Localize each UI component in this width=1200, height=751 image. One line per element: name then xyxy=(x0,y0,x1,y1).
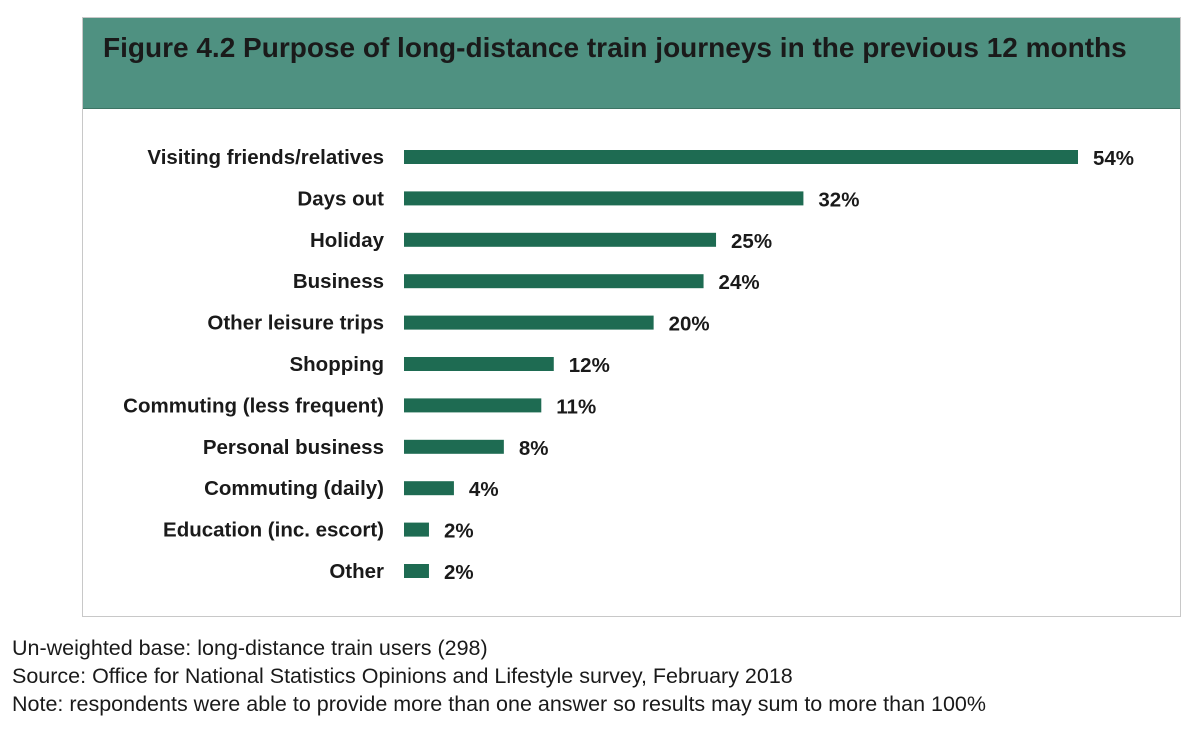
value-label: 24% xyxy=(719,271,760,294)
value-label: 8% xyxy=(519,437,549,460)
category-label: Holiday xyxy=(310,229,385,252)
bar xyxy=(404,357,554,371)
figure-frame: Figure 4.2 Purpose of long-distance trai… xyxy=(82,17,1181,617)
category-label: Education (inc. escort) xyxy=(163,519,384,542)
category-label: Other leisure trips xyxy=(207,312,384,335)
base-note: Un-weighted base: long-distance train us… xyxy=(12,636,488,660)
footnotes: Un-weighted base: long-distance train us… xyxy=(12,634,986,718)
category-label: Days out xyxy=(297,187,384,210)
source-note: Source: Office for National Statistics O… xyxy=(12,664,793,688)
category-label: Other xyxy=(329,560,384,583)
category-label: Commuting (less frequent) xyxy=(123,394,384,417)
answer-note: Note: respondents were able to provide m… xyxy=(12,692,986,716)
category-label: Visiting friends/relatives xyxy=(147,146,384,169)
value-label: 2% xyxy=(444,561,474,584)
bar xyxy=(404,150,1078,164)
bar xyxy=(404,564,429,578)
bar xyxy=(404,315,654,330)
value-label: 25% xyxy=(731,230,772,253)
value-label: 12% xyxy=(569,354,610,377)
bar xyxy=(404,232,717,247)
category-label: Shopping xyxy=(289,353,384,376)
category-label: Personal business xyxy=(203,436,384,459)
bar xyxy=(404,398,542,413)
bar xyxy=(404,439,504,454)
bar xyxy=(404,274,704,289)
bar-chart: Visiting friends/relatives 54% Days out 32%… xyxy=(123,146,1134,584)
category-label: Business xyxy=(293,270,384,293)
figure-title-bar: Figure 4.2 Purpose of long-distance trai… xyxy=(83,18,1180,109)
category-label: Commuting (daily) xyxy=(204,477,384,500)
value-label: 2% xyxy=(444,520,474,543)
bar xyxy=(404,191,804,206)
value-label: 20% xyxy=(669,313,710,336)
value-label: 32% xyxy=(818,188,859,211)
figure-title: Figure 4.2 Purpose of long-distance trai… xyxy=(103,32,1127,63)
bar xyxy=(404,481,454,496)
value-label: 4% xyxy=(469,478,499,501)
bar xyxy=(404,522,429,537)
value-label: 11% xyxy=(556,395,596,418)
value-label: 54% xyxy=(1093,147,1134,170)
